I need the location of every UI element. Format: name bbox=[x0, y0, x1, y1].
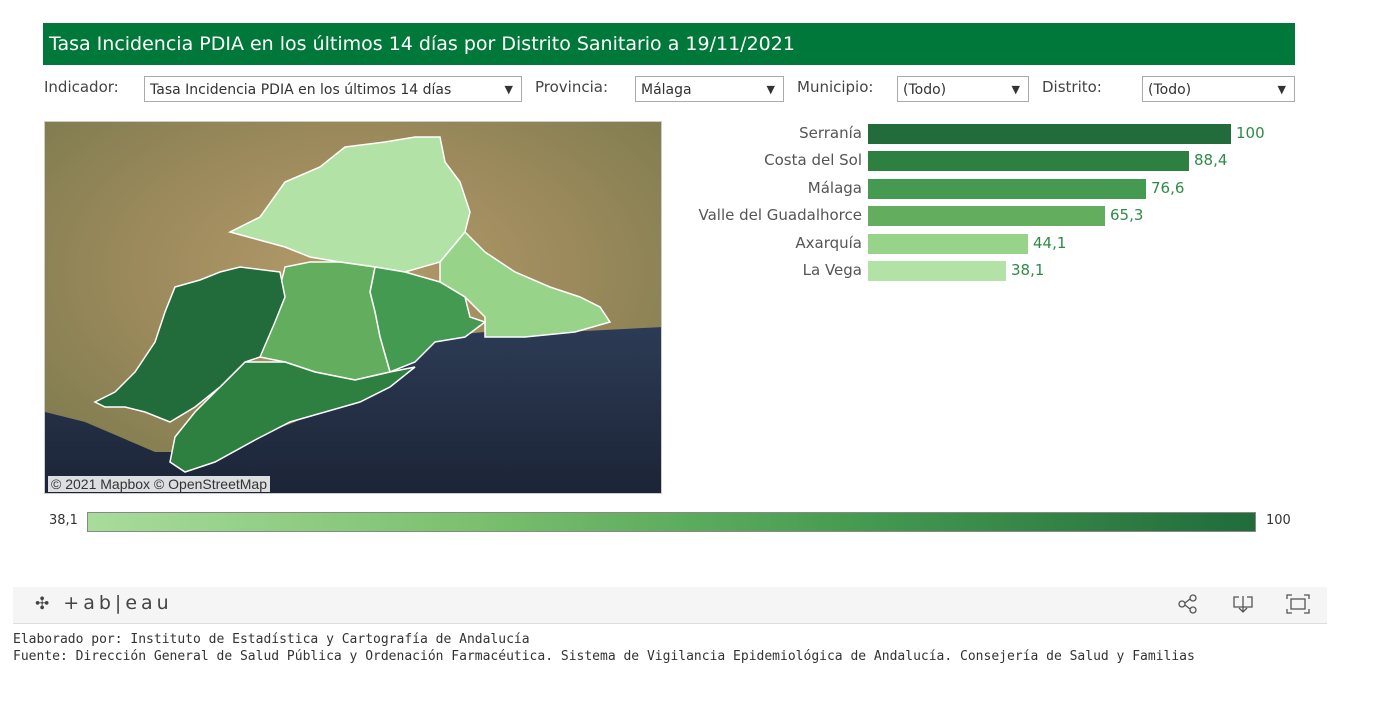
distrito-dropdown[interactable]: (Todo) ▼ bbox=[1142, 76, 1295, 102]
bar-category-label: Costa del Sol bbox=[764, 151, 862, 170]
chevron-down-icon: ▼ bbox=[1277, 83, 1286, 96]
bar[interactable] bbox=[868, 233, 1028, 254]
bar-row[interactable]: Valle del Guadalhorce 65,3 bbox=[680, 204, 1300, 227]
bar-category-label: Málaga bbox=[807, 178, 862, 197]
bar-value-label: 76,6 bbox=[1151, 178, 1185, 197]
municipio-dropdown[interactable]: (Todo) ▼ bbox=[897, 76, 1029, 102]
tableau-logo[interactable]: ✣ +ab|eau bbox=[35, 592, 173, 614]
bar-row[interactable]: La Vega 38,1 bbox=[680, 259, 1300, 281]
bar-value-label: 38,1 bbox=[1011, 261, 1045, 279]
provincia-dropdown[interactable]: Málaga ▼ bbox=[635, 76, 784, 102]
tableau-logo-icon: ✣ bbox=[35, 594, 54, 614]
distrito-value: (Todo) bbox=[1148, 82, 1192, 98]
bar[interactable] bbox=[868, 124, 1231, 144]
bar-row[interactable]: Serranía 100 bbox=[680, 122, 1300, 144]
map-canvas bbox=[45, 122, 661, 493]
color-legend: 38,1 100 bbox=[0, 510, 1380, 536]
district-map[interactable]: © 2021 Mapbox © OpenStreetMap bbox=[44, 121, 662, 494]
sea-area bbox=[45, 327, 661, 493]
footer-credits: Elaborado por: Instituto de Estadística … bbox=[13, 632, 530, 647]
bar[interactable] bbox=[868, 151, 1189, 172]
district-serrania[interactable] bbox=[93, 266, 286, 423]
bar-category-label: Axarquía bbox=[795, 233, 862, 252]
share-icon[interactable] bbox=[1176, 593, 1200, 615]
bar-value-label: 100 bbox=[1236, 124, 1265, 142]
legend-max-value: 100 bbox=[1266, 513, 1291, 528]
chevron-down-icon: ▼ bbox=[504, 83, 513, 96]
municipio-value: (Todo) bbox=[903, 82, 947, 98]
dashboard-title: Tasa Incidencia PDIA en los últimos 14 d… bbox=[43, 23, 1295, 65]
provincia-label: Provincia: bbox=[535, 78, 609, 96]
distrito-label: Distrito: bbox=[1042, 78, 1102, 96]
indicador-label: Indicador: bbox=[44, 78, 119, 96]
bar-category-label: Valle del Guadalhorce bbox=[698, 206, 862, 225]
bar-row[interactable]: Costa del Sol 88,4 bbox=[680, 149, 1300, 172]
chevron-down-icon: ▼ bbox=[766, 83, 775, 96]
legend-gradient bbox=[87, 512, 1256, 532]
indicador-dropdown[interactable]: Tasa Incidencia PDIA en los últimos 14 d… bbox=[144, 76, 522, 102]
provincia-value: Málaga bbox=[641, 82, 692, 98]
download-icon[interactable] bbox=[1231, 593, 1255, 615]
map-attribution[interactable]: © 2021 Mapbox © OpenStreetMap bbox=[48, 476, 270, 492]
tableau-logo-text: +ab|eau bbox=[63, 592, 173, 614]
bar-category-label: La Vega bbox=[802, 261, 862, 279]
legend-min-value: 38,1 bbox=[49, 513, 78, 528]
bar-value-label: 88,4 bbox=[1194, 151, 1228, 170]
bar[interactable] bbox=[868, 206, 1105, 227]
bar[interactable] bbox=[868, 261, 1006, 281]
fullscreen-icon[interactable] bbox=[1286, 593, 1310, 615]
filter-row: Indicador: Tasa Incidencia PDIA en los ú… bbox=[0, 76, 1380, 104]
bar-row[interactable]: Málaga 76,6 bbox=[680, 177, 1300, 199]
footer-source: Fuente: Dirección General de Salud Públi… bbox=[13, 649, 1195, 664]
district-costa-del-sol[interactable] bbox=[169, 361, 416, 473]
chevron-down-icon: ▼ bbox=[1011, 83, 1020, 96]
bar-row[interactable]: Axarquía 44,1 bbox=[680, 232, 1300, 254]
bar-value-label: 44,1 bbox=[1033, 233, 1067, 252]
bar-value-label: 65,3 bbox=[1110, 206, 1144, 225]
bar-category-label: Serranía bbox=[799, 124, 862, 142]
municipio-label: Municipio: bbox=[797, 78, 874, 96]
footer: Elaborado por: Instituto de Estadística … bbox=[13, 631, 1195, 665]
indicador-value: Tasa Incidencia PDIA en los últimos 14 d… bbox=[150, 82, 452, 98]
tableau-toolbar: ✣ +ab|eau bbox=[13, 587, 1327, 624]
bar-chart: Serranía 100 Costa del Sol 88,4 Málaga 76,6 Va… bbox=[680, 122, 1300, 292]
bar[interactable] bbox=[868, 178, 1146, 199]
